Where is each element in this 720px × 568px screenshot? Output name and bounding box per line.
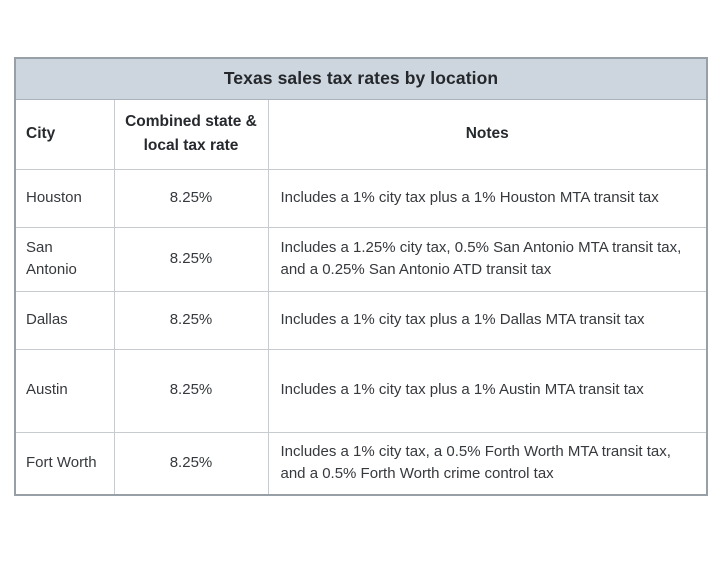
table-title: Texas sales tax rates by location [14,57,708,100]
table-row-dallas: Dallas 8.25% Includes a 1% city tax plus… [14,290,708,350]
rate-cell: 8.25% [113,431,269,495]
rate-cell: 8.25% [113,348,269,433]
table-header-row: City Combined state & local tax rate Not… [14,98,708,170]
notes-cell: Includes a 1% city tax plus a 1% Austin … [267,348,708,433]
notes-cell: Includes a 1% city tax plus a 1% Houston… [267,168,708,228]
notes-cell: Includes a 1.25% city tax, 0.5% San Anto… [267,226,708,292]
column-header-rate: Combined state & local tax rate [113,98,269,170]
column-header-notes: Notes [267,98,708,170]
rate-cell: 8.25% [113,226,269,292]
city-cell: Dallas [14,290,115,350]
table-row-houston: Houston 8.25% Includes a 1% city tax plu… [14,168,708,228]
city-cell: Houston [14,168,115,228]
table-title-row: Texas sales tax rates by location [14,57,708,100]
notes-cell: Includes a 1% city tax, a 0.5% Forth Wor… [267,431,708,495]
column-header-city: City [14,98,115,170]
table-row-fort-worth: Fort Worth 8.25% Includes a 1% city tax,… [14,431,708,495]
notes-cell: Includes a 1% city tax plus a 1% Dallas … [267,290,708,350]
table-row-san-antonio: San Antonio 8.25% Includes a 1.25% city … [14,226,708,292]
city-cell: Austin [14,348,115,433]
table-row-austin: Austin 8.25% Includes a 1% city tax plus… [14,348,708,433]
city-cell: San Antonio [14,226,115,292]
rate-cell: 8.25% [113,168,269,228]
rate-cell: 8.25% [113,290,269,350]
texas-sales-tax-table: Texas sales tax rates by location City C… [14,57,708,496]
city-cell: Fort Worth [14,431,115,495]
